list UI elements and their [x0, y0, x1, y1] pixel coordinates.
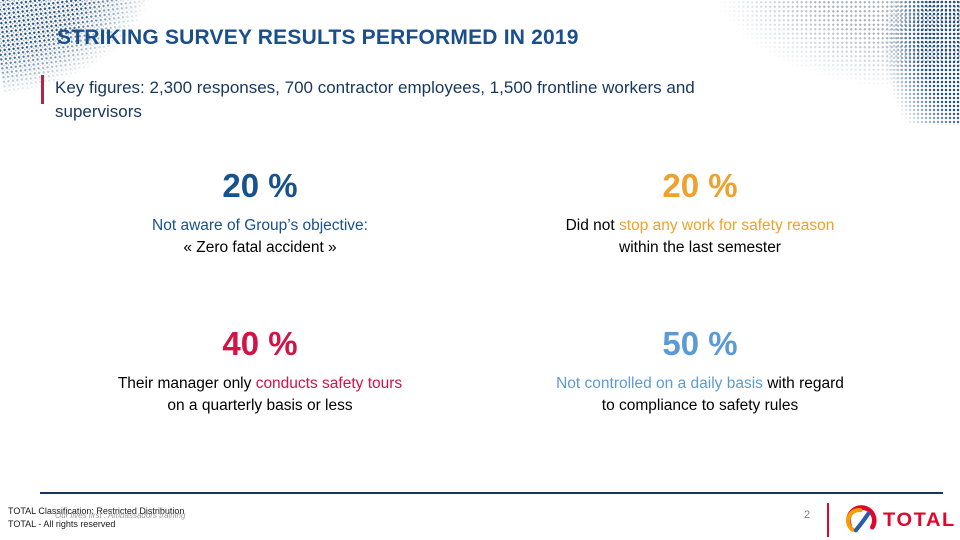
key-figures-accent-bar [41, 75, 44, 104]
stat-not-controlled-daily: 50 % Not controlled on a daily basis with… [480, 326, 920, 417]
stat-caption-line: Their manager only conducts safety tours [117, 375, 403, 392]
key-figures-line-1: Key figures: 2,300 responses, 700 contra… [55, 78, 695, 97]
stat-caption-line: Not aware of Group’s objective: [152, 217, 368, 234]
total-globe-icon [845, 504, 878, 536]
key-figures-text: Key figures: 2,300 responses, 700 contra… [55, 76, 875, 124]
stat-value: 20 % [662, 167, 738, 204]
stat-value: 50 % [662, 325, 738, 362]
total-wordmark: TOTAL [883, 508, 956, 531]
total-logo: TOTAL [845, 503, 956, 537]
footer-left: TOTAL Classification: Restricted Distrib… [8, 505, 428, 530]
stat-caption-line: Not controlled on a daily basis with reg… [556, 375, 844, 392]
stat-caption: Did not stop any work for safety reason w… [480, 215, 920, 259]
key-figures-line-2: supervisors [55, 102, 142, 121]
stat-caption-line: Did not stop any work for safety reason [565, 217, 835, 234]
slide-title: STRIKING SURVEY RESULTS PERFORMED IN 201… [57, 26, 579, 50]
stat-caption-line: on a quarterly basis or less [167, 397, 353, 414]
stat-not-aware-objective: 20 % Not aware of Group’s objective: « Zer… [40, 168, 480, 326]
stat-manager-safety-tours: 40 % Their manager only conducts safety t… [40, 326, 480, 417]
stats-grid: 20 % Not aware of Group’s objective: « Zer… [40, 168, 920, 417]
footer-rights: TOTAL - All rights reserved [8, 518, 116, 529]
stat-caption: Not controlled on a daily basis with reg… [480, 373, 920, 417]
stat-caption-line: to compliance to safety rules [601, 397, 799, 414]
stat-did-not-stop-work: 20 % Did not stop any work for safety rea… [480, 168, 920, 326]
footer-rule [40, 492, 943, 494]
stat-caption: Their manager only conducts safety tours… [40, 373, 480, 417]
stat-caption-line: « Zero fatal accident » [183, 239, 337, 256]
stat-caption: Not aware of Group’s objective: « Zero fa… [40, 215, 480, 259]
stat-value: 20 % [222, 167, 298, 204]
stat-caption-line: within the last semester [619, 239, 781, 256]
page-number: 2 [803, 509, 811, 521]
footer-classification: TOTAL Classification: Restricted Distrib… [8, 506, 185, 516]
stat-value: 40 % [222, 325, 298, 362]
page-number-divider [827, 503, 829, 537]
footer-overlay-text: Our lives first : Ambassadors training [55, 511, 186, 520]
